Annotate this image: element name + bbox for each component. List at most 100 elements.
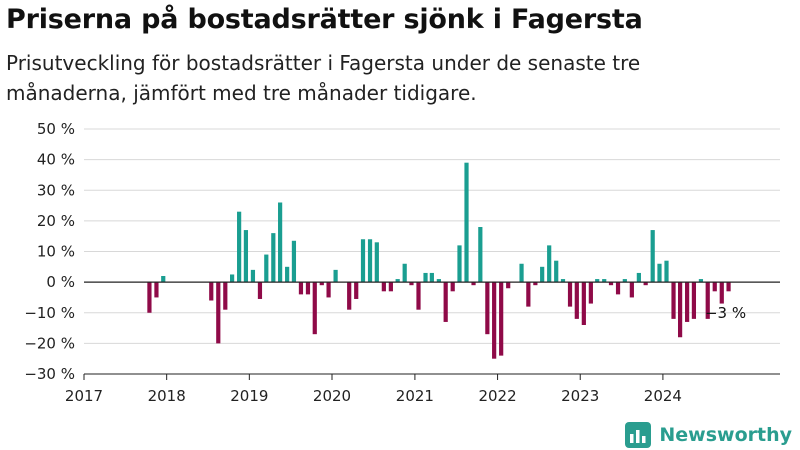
bar [271, 233, 276, 283]
bar [243, 230, 249, 283]
bar [608, 282, 614, 286]
bar [360, 239, 366, 283]
bar [423, 272, 428, 283]
bar-chart-logo-icon [625, 422, 652, 448]
x-tick-label: 2021 [396, 387, 434, 405]
bar [216, 282, 221, 344]
bar [416, 282, 421, 310]
bar [450, 282, 455, 292]
bar [443, 282, 448, 322]
y-tick-label: 30 % [37, 181, 75, 199]
bar [560, 279, 566, 283]
bar [374, 242, 379, 283]
bar [354, 282, 359, 299]
x-tick-label: 2020 [313, 387, 351, 405]
bar [547, 245, 552, 283]
bar [298, 282, 304, 295]
bar [388, 282, 393, 292]
bar [636, 272, 641, 283]
bar [312, 282, 317, 335]
bar [333, 269, 338, 283]
y-axis: −30 % −20 % −10 % 0 % 10 % 20 % 30 % 40 % 50 % [24, 120, 75, 383]
bar [409, 282, 414, 286]
y-tick-label: 0 % [46, 273, 75, 291]
chart-subtitle: Prisutveckling för bostadsrätter i Fager… [6, 51, 641, 105]
y-tick-label: −20 % [24, 334, 75, 352]
bar [677, 282, 683, 338]
bar [367, 239, 373, 283]
y-tick-label: 50 % [37, 120, 75, 138]
bar [436, 279, 441, 283]
y-tick-label: 40 % [37, 151, 75, 169]
bar [257, 282, 263, 299]
bar [471, 282, 476, 286]
bar [705, 282, 710, 319]
y-tick-label: 20 % [37, 212, 75, 230]
y-tick-label: −30 % [24, 365, 75, 383]
brand-name: Newsworthy [659, 424, 792, 446]
bar [540, 266, 545, 283]
bar [237, 211, 242, 283]
bar [595, 279, 600, 283]
bar [499, 282, 504, 356]
bar [402, 263, 407, 283]
bar [326, 282, 331, 298]
bar [664, 260, 669, 283]
bar [685, 282, 690, 322]
bar [395, 279, 400, 283]
bar [519, 263, 524, 283]
last-value-annotation: −3 % [705, 304, 746, 322]
bar [602, 279, 607, 283]
bar [719, 282, 724, 304]
y-tick-label: 10 % [37, 243, 75, 261]
bars [147, 162, 731, 359]
bar [526, 282, 531, 307]
chart-title: Priserna på bostadsrätter sjönk i Fagers… [6, 4, 643, 35]
bar [154, 282, 159, 298]
bar [381, 282, 386, 292]
bar [554, 260, 559, 283]
bar [278, 202, 283, 283]
bar [429, 272, 434, 283]
bar [347, 282, 352, 310]
bar [657, 263, 662, 283]
x-tick-label: 2022 [478, 387, 516, 405]
bar [291, 240, 297, 283]
x-tick-label: 2019 [230, 387, 268, 405]
bar [161, 276, 166, 283]
bar [622, 279, 627, 283]
annotations: −3 % [705, 304, 746, 322]
bar [726, 282, 731, 292]
bar [478, 227, 483, 283]
bar [650, 230, 655, 283]
bar [264, 254, 269, 283]
bar [285, 266, 290, 283]
bar [485, 282, 490, 335]
bar [574, 282, 579, 319]
bar [698, 279, 704, 283]
bar [305, 282, 311, 295]
bar [209, 282, 214, 301]
x-tick-label: 2023 [561, 387, 599, 405]
bar [229, 274, 235, 283]
gridlines [84, 128, 780, 375]
bar [588, 282, 593, 304]
bar [615, 282, 621, 295]
bar [250, 269, 256, 283]
bar [643, 282, 648, 286]
x-tick-label: 2017 [65, 387, 103, 405]
x-axis: 2017 2018 2019 2020 2021 2022 2023 2024 [65, 373, 780, 405]
x-tick-label: 2024 [644, 387, 682, 405]
bar [671, 282, 676, 319]
bar [581, 282, 586, 325]
bar [567, 282, 573, 307]
bar [629, 282, 634, 298]
bar [319, 282, 324, 286]
bar [457, 245, 462, 283]
x-tick-label: 2018 [148, 387, 186, 405]
bar [712, 282, 717, 292]
y-tick-label: −10 % [24, 304, 75, 322]
bar [691, 282, 697, 319]
brand-logo: Newsworthy [625, 421, 792, 449]
